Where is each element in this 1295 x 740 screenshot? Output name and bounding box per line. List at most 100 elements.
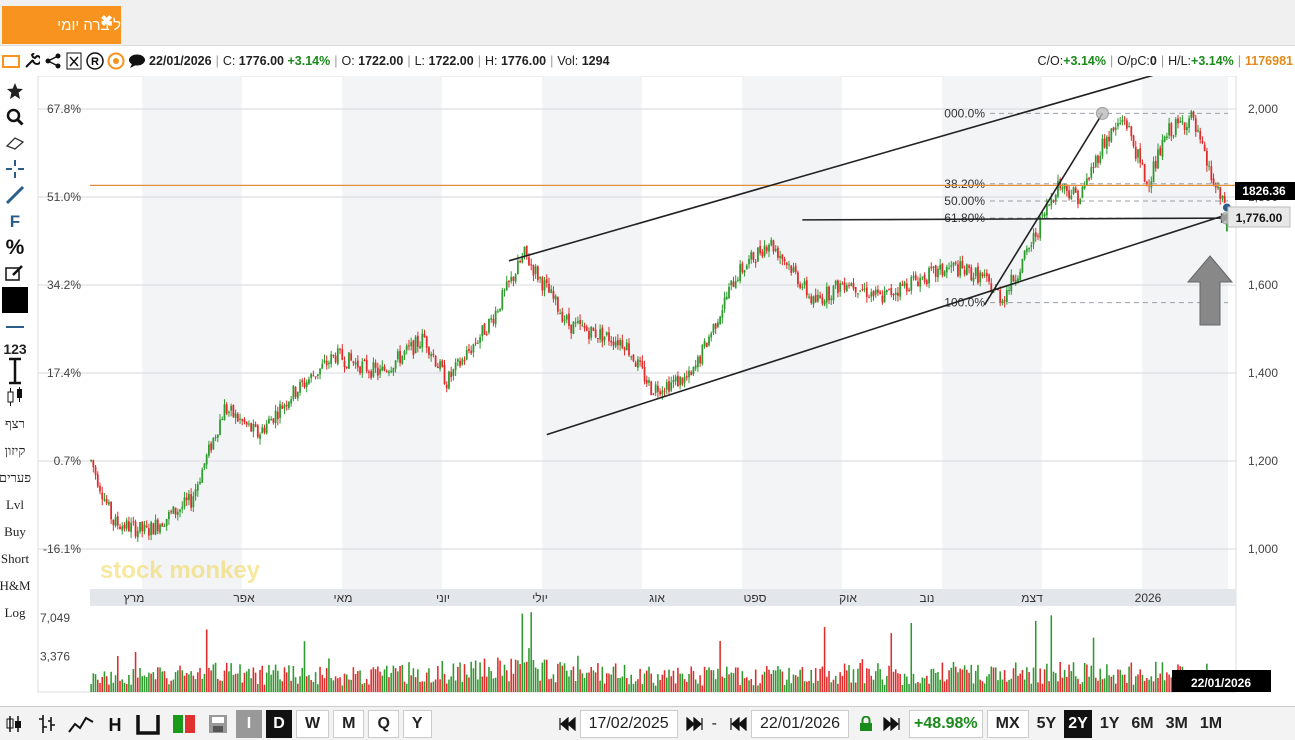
continuous-button[interactable]: רצף	[5, 415, 25, 431]
interval-w-button[interactable]: W	[296, 709, 330, 738]
prev-icon[interactable]	[725, 710, 751, 738]
range-6m-button[interactable]: 6M	[1131, 714, 1154, 732]
save-icon[interactable]	[204, 710, 232, 738]
edit-icon[interactable]	[1, 260, 29, 286]
volume-color-icon[interactable]	[168, 710, 200, 738]
volume-bar	[690, 666, 693, 692]
candle-body	[1177, 118, 1179, 124]
candle-body	[405, 345, 408, 351]
interval-i-button[interactable]: I	[236, 709, 262, 738]
price-chart[interactable]: stock monkey 000.0% 38.20% 50.00% 61.80% 100…	[0, 76, 1295, 698]
range-5y-button[interactable]: 5Y	[1036, 714, 1057, 732]
star-icon[interactable]	[1, 78, 29, 104]
volume-bar	[290, 680, 292, 692]
candle-body	[181, 506, 184, 510]
candle-body	[483, 323, 486, 335]
candle-body	[1074, 187, 1077, 193]
candle-body	[1128, 126, 1130, 128]
tab-close-icon[interactable]: ✖	[100, 13, 113, 30]
comment-icon[interactable]	[128, 52, 146, 70]
candle-body	[541, 277, 544, 291]
range-1m-button[interactable]: 1M	[1199, 714, 1223, 732]
lvl-button[interactable]: Lvl	[5, 496, 25, 512]
crosshair-icon[interactable]	[1, 156, 29, 182]
to-date[interactable]: 22/01/2026	[750, 709, 850, 738]
interval-m-button[interactable]: M	[333, 709, 365, 738]
swing-line	[983, 112, 1104, 306]
h-chart-icon[interactable]: H	[102, 710, 128, 738]
candle-body	[952, 262, 955, 266]
volume-bar	[203, 673, 206, 692]
interval-q-button[interactable]: Q	[368, 709, 399, 738]
eraser-icon[interactable]	[1, 130, 29, 156]
next-icon[interactable]	[682, 710, 708, 738]
lock-icon[interactable]	[853, 710, 879, 738]
volume-bar	[990, 666, 993, 692]
registered-icon[interactable]: R	[86, 52, 104, 70]
volume-bar	[592, 670, 595, 692]
trendline-icon[interactable]	[1, 182, 29, 208]
short-button[interactable]: Short	[0, 550, 30, 566]
volume-bar	[901, 684, 904, 692]
volume-bar	[634, 681, 637, 692]
buy-button[interactable]: Buy	[4, 523, 26, 539]
wrench-icon[interactable]	[23, 52, 41, 70]
candle-body	[1217, 186, 1219, 189]
candle-body	[943, 271, 946, 277]
volume-bar	[954, 666, 957, 692]
vertical-range-icon[interactable]	[1, 357, 29, 385]
candle-body	[216, 434, 219, 438]
line-width-icon[interactable]	[1, 314, 29, 340]
candle-type-icon[interactable]	[1, 384, 29, 410]
tab-active[interactable]: ליברה יומי ✖	[2, 6, 121, 44]
volume-bar	[983, 683, 986, 692]
bar-style-icon[interactable]	[132, 710, 164, 738]
candle-chart-icon[interactable]	[0, 710, 28, 738]
volume-bar	[819, 668, 821, 692]
candle-body	[894, 292, 897, 296]
excel-icon[interactable]	[65, 52, 83, 70]
first-icon[interactable]	[554, 710, 580, 738]
log-button[interactable]: Log	[4, 604, 26, 620]
candle-body	[1143, 164, 1146, 182]
gaps-button[interactable]: פערים	[0, 469, 32, 485]
drawing-handle[interactable]	[1095, 106, 1109, 120]
candle-body	[1188, 118, 1190, 128]
candle-body	[528, 257, 530, 266]
range-mx-button[interactable]: MX	[986, 709, 1029, 738]
candle-body	[585, 326, 588, 331]
layout-icon[interactable]	[2, 52, 20, 70]
volume-bar	[550, 678, 552, 692]
number-tool[interactable]: 123	[3, 341, 27, 357]
volume-layer	[90, 612, 1228, 692]
range-1y-button[interactable]: 1Y	[1099, 714, 1120, 732]
fibonacci-icon[interactable]: F	[1, 208, 29, 234]
candle-body	[663, 390, 666, 392]
line-chart-icon[interactable]	[64, 710, 98, 738]
candle-body	[134, 521, 137, 537]
candle-body	[605, 332, 608, 336]
zoom-icon[interactable]	[1, 104, 29, 130]
candle-body	[1037, 235, 1039, 237]
percent-icon[interactable]: %	[1, 234, 29, 260]
candle-body	[961, 260, 964, 269]
candle-body	[270, 418, 273, 421]
candle-body	[814, 294, 817, 302]
target-icon[interactable]	[107, 52, 125, 70]
candle-body	[581, 324, 584, 326]
share-icon[interactable]	[44, 52, 62, 70]
candle-body	[939, 264, 942, 270]
volume-bar	[403, 681, 406, 692]
ohlc-chart-icon[interactable]	[32, 710, 60, 738]
candle-body	[185, 497, 188, 501]
hm-button[interactable]: H&M	[0, 577, 31, 593]
range-3m-button[interactable]: 3M	[1165, 714, 1188, 732]
range-2y-button[interactable]: 2Y	[1064, 709, 1092, 738]
from-date[interactable]: 17/02/2025	[579, 709, 678, 738]
color-picker-icon[interactable]	[1, 286, 29, 314]
interval-y-button[interactable]: Y	[402, 709, 432, 738]
dividend-adjust-button[interactable]: קיזון	[4, 442, 26, 458]
last-icon[interactable]	[879, 710, 905, 738]
month-label: דצמ	[1021, 591, 1043, 605]
interval-d-button[interactable]: D	[266, 709, 292, 738]
